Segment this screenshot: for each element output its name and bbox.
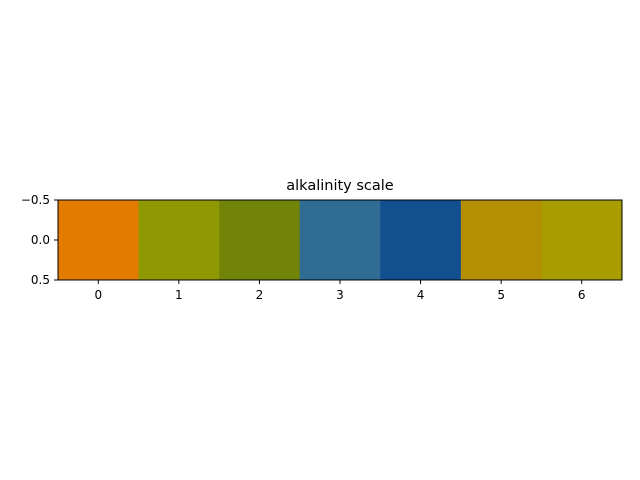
x-tick-label-2: 2: [256, 288, 264, 302]
x-tick-label-1: 1: [175, 288, 183, 302]
heatmap-cell-0: [58, 200, 139, 280]
x-tick-label-4: 4: [417, 288, 425, 302]
y-tick-label-1: 0.0: [31, 233, 50, 247]
heatmap-cell-6: [541, 200, 623, 280]
heatmap-cell-3: [299, 200, 381, 280]
heatmap-cell-1: [138, 200, 220, 280]
heatmap-cell-4: [380, 200, 462, 280]
heatmap-cell-2: [219, 200, 301, 280]
x-tick-label-3: 3: [336, 288, 344, 302]
x-tick-label-6: 6: [578, 288, 586, 302]
y-tick-label-2: 0.5: [31, 273, 50, 287]
x-tick-label-5: 5: [497, 288, 505, 302]
x-axis: 0 1 2 3 4 5 6: [94, 280, 586, 302]
chart-title: alkalinity scale: [286, 178, 394, 194]
y-tick-label-0: −0.5: [21, 193, 50, 207]
heatmap-cells: [58, 200, 623, 280]
heatmap-cell-5: [460, 200, 542, 280]
y-axis: −0.5 0.0 0.5: [21, 193, 58, 287]
x-tick-label-0: 0: [94, 288, 102, 302]
